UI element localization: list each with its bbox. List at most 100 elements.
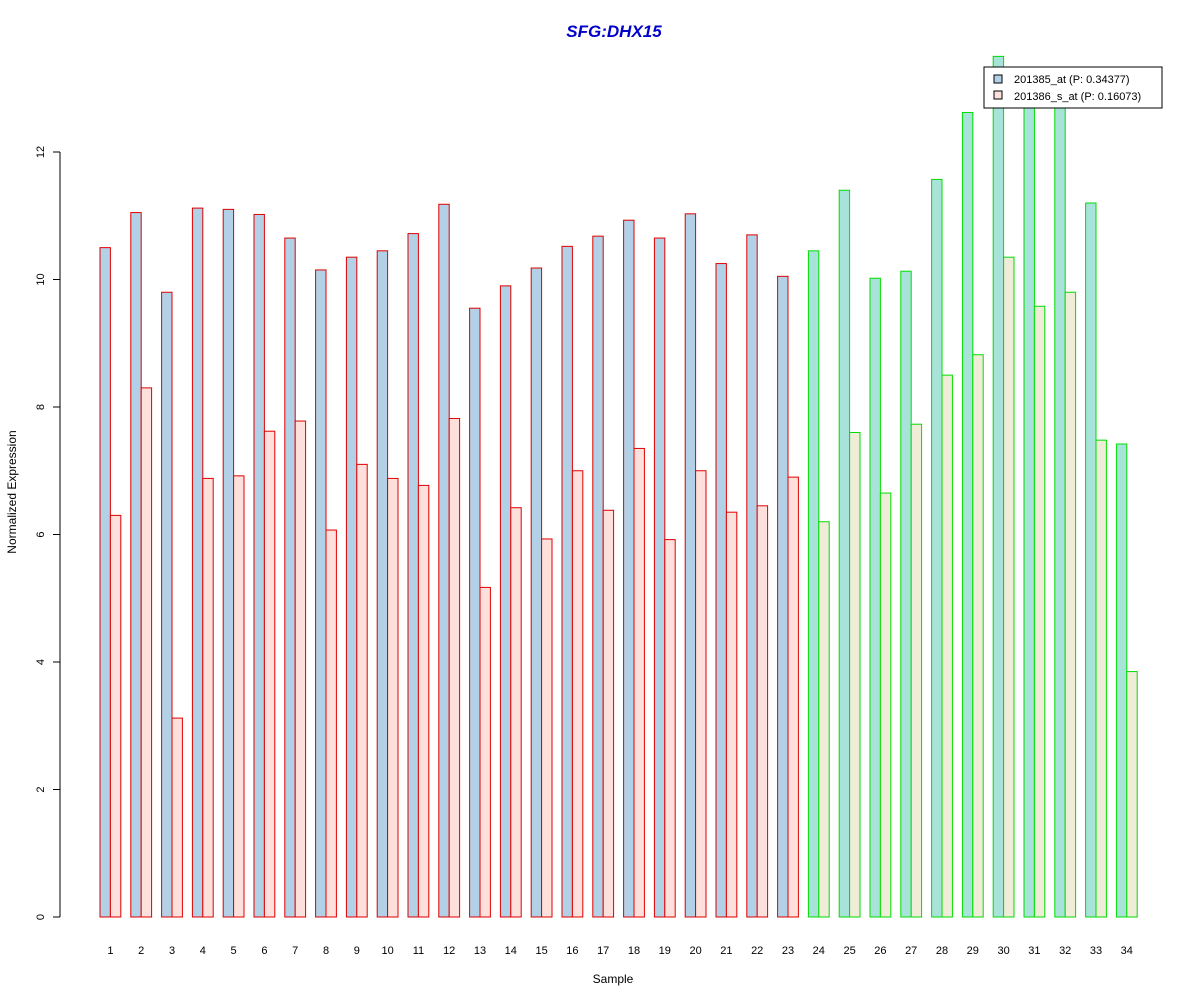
x-axis-title: Sample: [593, 972, 634, 986]
bar-series-2: [1003, 256, 1015, 918]
x-tick-label: 34: [1121, 945, 1133, 957]
bar-series-1: [592, 235, 604, 918]
bar-series-1: [777, 275, 789, 918]
bar-series-2: [818, 521, 830, 918]
bar-series-2: [1095, 439, 1107, 918]
x-tick-label: 21: [720, 945, 732, 957]
bar-series-2: [910, 423, 923, 918]
bar-series-1: [191, 207, 204, 918]
x-tick-label: 18: [628, 945, 640, 957]
bar-series-2: [1064, 291, 1077, 918]
bar-series-1: [99, 247, 111, 918]
x-tick-label: 30: [997, 945, 1009, 957]
bar-series-1: [653, 237, 666, 918]
bar-series-2: [171, 717, 183, 918]
bar-series-2: [541, 538, 553, 918]
x-tick-label: 3: [169, 945, 175, 957]
bar-series-1: [407, 233, 419, 918]
bar-series-1: [376, 250, 389, 918]
x-tick-label: 11: [413, 945, 424, 957]
bar-series-2: [849, 432, 861, 918]
bar-series-1: [961, 111, 974, 918]
x-tick-label: 1: [107, 945, 113, 957]
bar-series-2: [140, 387, 153, 918]
bar-series-2: [664, 539, 676, 918]
x-tick-label: 24: [813, 945, 825, 957]
x-tick-labels: 1 2 3 4 5 6 7 8 9 10 11 12 13 14 15 16 17 18 19 20 21 22 23 24 2…: [107, 945, 1133, 957]
y-tick-label: 10: [35, 273, 47, 285]
bar-series-1: [900, 270, 912, 918]
bar-series-2: [479, 586, 491, 918]
bar-series-2: [448, 417, 461, 918]
x-tick-label: 17: [597, 945, 609, 957]
y-axis: 0 2 4 6 8 10 12: [35, 146, 61, 920]
bar-series-2: [233, 475, 245, 918]
x-tick-label: 9: [354, 945, 360, 957]
x-tick-label: 32: [1059, 945, 1071, 957]
y-tick-label: 4: [35, 659, 47, 665]
bar-series-2: [1033, 305, 1046, 918]
bar-series-1: [684, 213, 697, 918]
x-tick-label: 8: [323, 945, 329, 957]
bar-series-1: [838, 189, 851, 918]
bar-series-1: [1085, 202, 1097, 918]
bar-series-2: [602, 509, 615, 918]
bar-series-1: [315, 269, 327, 918]
legend-swatch-series-2: [993, 90, 1003, 100]
y-tick-label: 0: [35, 914, 47, 920]
bar-series-2: [695, 470, 707, 918]
bar-series-1: [623, 219, 635, 918]
bar-series-2: [571, 470, 584, 918]
x-tick-label: 33: [1090, 945, 1102, 957]
bar-series-1: [530, 267, 543, 918]
y-tick-label: 6: [35, 531, 47, 537]
bar-series-2: [787, 476, 799, 918]
x-tick-label: 28: [936, 945, 948, 957]
bar-series-1: [715, 263, 727, 918]
bar-series-2: [109, 514, 122, 918]
bar-series-1: [161, 291, 173, 918]
chart-title: SFG:DHX15: [566, 22, 662, 41]
x-tick-label: 15: [535, 945, 547, 957]
x-tick-label: 25: [843, 945, 855, 957]
legend-label-series-2: 201386_s_at (P: 0.16073): [1014, 91, 1141, 103]
bar-series-1: [807, 250, 820, 918]
x-tick-label: 23: [782, 945, 794, 957]
x-tick-label: 31: [1028, 945, 1040, 957]
bar-series-2: [387, 477, 399, 918]
bars-group: [99, 55, 1138, 918]
x-tick-label: 13: [474, 945, 486, 957]
bar-series-1: [284, 237, 296, 918]
y-tick-label: 12: [35, 146, 47, 158]
y-tick-label: 2: [35, 786, 47, 792]
bar-series-2: [294, 420, 307, 918]
bar-series-1: [746, 234, 758, 918]
x-tick-label: 4: [200, 945, 206, 957]
x-tick-label: 19: [659, 945, 671, 957]
y-tick-label: 8: [35, 404, 47, 410]
x-tick-label: 26: [874, 945, 886, 957]
x-tick-label: 27: [905, 945, 917, 957]
legend-label-series-1: 201385_at (P: 0.34377): [1014, 74, 1130, 86]
x-tick-label: 10: [381, 945, 393, 957]
bar-series-1: [1023, 94, 1035, 918]
bar-series-1: [869, 277, 881, 918]
bar-series-2: [879, 492, 892, 918]
x-tick-label: 22: [751, 945, 763, 957]
bar-series-2: [725, 511, 738, 918]
x-tick-label: 6: [261, 945, 267, 957]
bar-series-1: [1115, 443, 1128, 918]
x-tick-label: 5: [231, 945, 237, 957]
bar-series-2: [972, 354, 984, 918]
bar-series-2: [356, 463, 368, 918]
bar-series-2: [417, 484, 430, 918]
bar-series-2: [756, 505, 769, 918]
bar-series-1: [130, 212, 142, 918]
bar-series-2: [202, 477, 214, 918]
bar-series-1: [1054, 100, 1066, 918]
bar-series-1: [345, 256, 358, 918]
bar-series-1: [992, 55, 1005, 918]
legend: 201385_at (P: 0.34377) 201386_s_at (P: 0…: [983, 66, 1163, 109]
bar-series-1: [222, 208, 235, 918]
